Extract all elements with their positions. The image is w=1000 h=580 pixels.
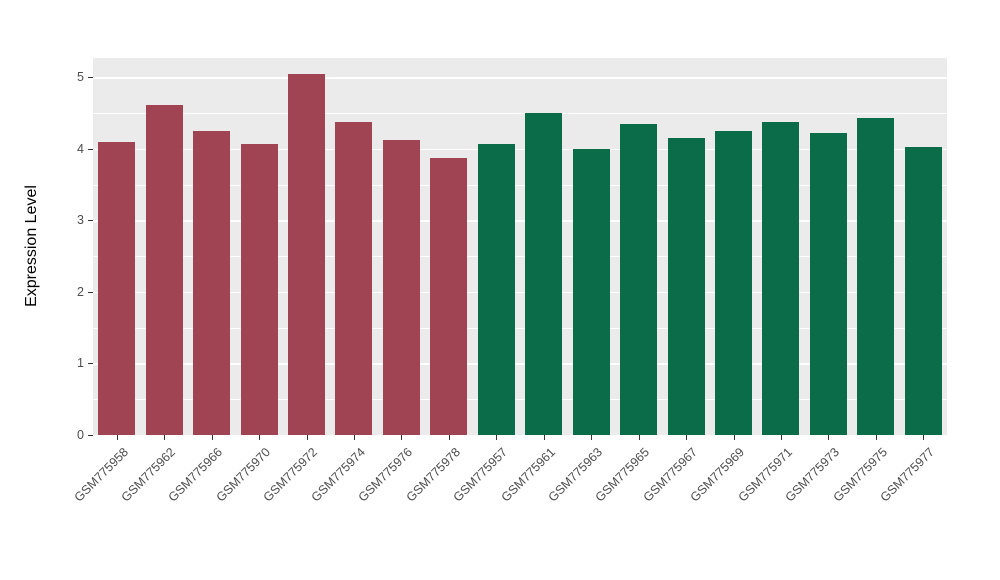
bar	[335, 122, 373, 435]
y-tick-label: 5	[77, 70, 84, 85]
x-tick-mark	[780, 435, 782, 440]
y-tick-mark	[88, 291, 93, 293]
y-tick-label: 4	[77, 141, 84, 156]
y-tick-label: 3	[77, 213, 84, 228]
gridline-major	[93, 77, 947, 79]
x-tick-mark	[448, 435, 450, 440]
bar	[240, 143, 278, 435]
y-tick-label: 2	[77, 284, 84, 299]
gridline-major	[93, 363, 947, 365]
gridline-minor	[93, 399, 947, 400]
bar	[904, 147, 942, 435]
bar	[667, 138, 705, 435]
plot-panel	[93, 58, 947, 437]
x-tick-mark	[306, 435, 308, 440]
y-tick-mark	[88, 363, 93, 365]
x-tick-mark	[828, 435, 830, 440]
bar	[382, 140, 420, 435]
bar	[715, 130, 752, 435]
x-tick-mark	[353, 435, 355, 440]
bar	[430, 158, 468, 435]
bar	[193, 130, 231, 435]
x-tick-mark	[638, 435, 640, 440]
bar	[809, 133, 847, 435]
gridline-major	[93, 291, 947, 294]
x-tick-mark	[401, 435, 403, 440]
x-tick-mark	[591, 435, 593, 440]
bar	[145, 104, 183, 435]
bar	[98, 141, 136, 435]
gridline-minor	[93, 184, 947, 186]
gridline-minor	[93, 113, 947, 114]
bar	[572, 148, 610, 435]
x-tick-mark	[164, 435, 166, 440]
y-tick-mark	[88, 77, 93, 79]
x-tick-mark	[496, 435, 498, 440]
y-tick-mark	[88, 148, 93, 150]
y-tick-mark	[88, 435, 93, 436]
y-tick-label: 0	[77, 428, 84, 442]
y-axis-title: Expression Level	[23, 185, 40, 307]
x-tick-mark	[543, 435, 545, 440]
gridline-major	[93, 435, 947, 437]
x-tick-mark	[116, 435, 118, 440]
x-tick-mark	[923, 435, 925, 440]
bar	[288, 73, 325, 435]
bar	[762, 121, 800, 435]
bar	[857, 118, 895, 435]
bar	[620, 123, 658, 435]
y-tick-mark	[88, 220, 93, 222]
x-tick-mark	[733, 435, 735, 440]
x-tick-mark	[259, 435, 261, 440]
x-tick-mark	[875, 435, 877, 440]
bar	[477, 143, 515, 435]
gridline-minor	[93, 327, 947, 329]
y-tick-label: 1	[77, 356, 84, 371]
bar	[525, 113, 563, 435]
x-tick-mark	[686, 435, 688, 440]
gridline-major	[93, 220, 947, 222]
gridline-major	[93, 148, 947, 151]
gridline-minor	[93, 256, 947, 257]
x-tick-mark	[211, 435, 213, 440]
